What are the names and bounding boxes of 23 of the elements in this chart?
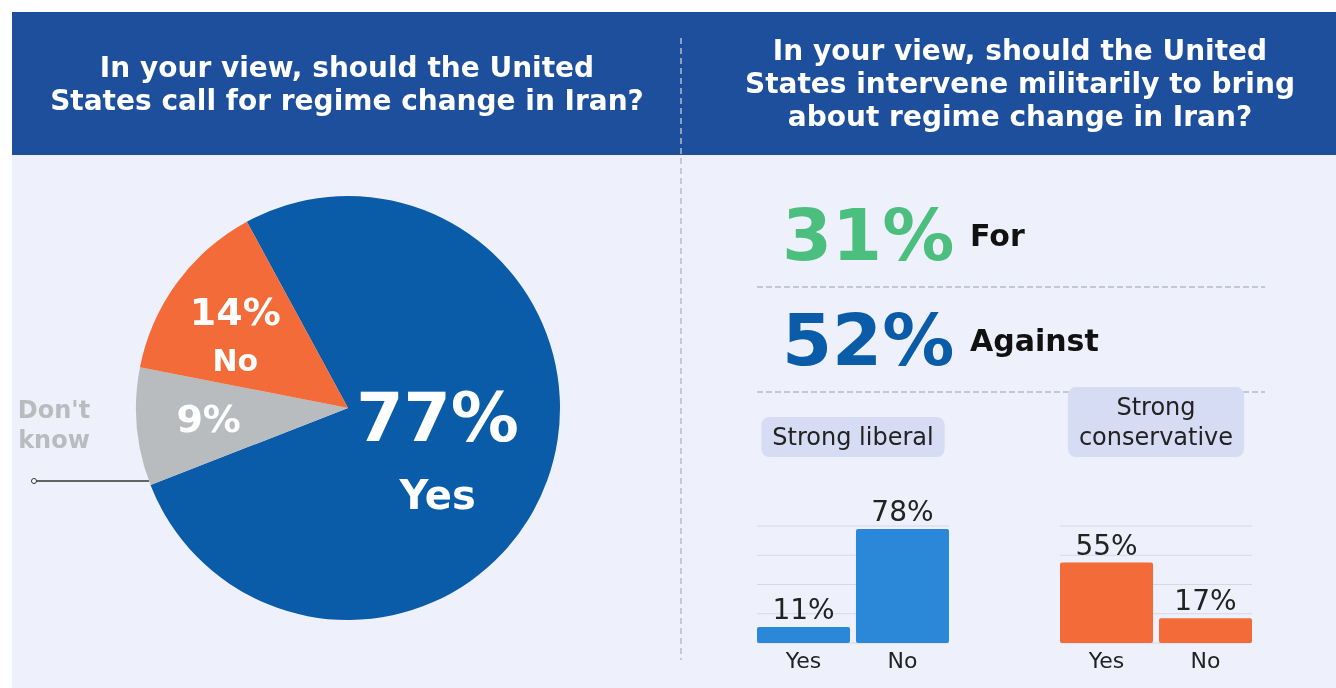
category-label: For — [970, 218, 1025, 253]
text: In your view, should the United States intervene militarily to bring about regime change in Iran? — [745, 34, 1295, 133]
data-label: 52% — [782, 298, 955, 382]
category-label: Against — [970, 323, 1099, 358]
data-label: 31% — [782, 193, 955, 277]
data-label: 78% — [871, 494, 934, 528]
x-tick-label: Yes — [784, 648, 822, 673]
x-tick-label: No — [1190, 648, 1221, 673]
chart-title: In your view, should the United States call for regime change in Iran? — [50, 50, 644, 117]
chart-title: Strong conservative — [1078, 393, 1234, 451]
data-label: 55% — [1075, 528, 1138, 562]
slice-label: Yes — [398, 471, 476, 518]
slice-label: Don't know — [17, 396, 91, 455]
data-label: 11% — [772, 592, 835, 626]
data-label: 9% — [176, 397, 241, 442]
data-label: 14% — [189, 290, 281, 335]
x-tick-label: Yes — [1087, 648, 1125, 673]
data-label: 17% — [1174, 584, 1237, 618]
x-tick-label: No — [887, 648, 918, 673]
slice-label: No — [212, 343, 259, 379]
chart-title: Strong liberal — [772, 423, 934, 451]
pie-slice — [150, 196, 560, 620]
data-label: 77% — [356, 377, 519, 457]
